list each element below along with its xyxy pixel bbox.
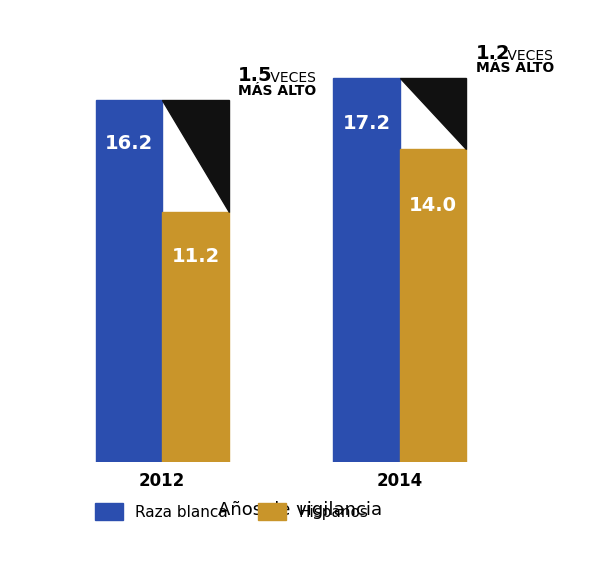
- Polygon shape: [400, 149, 466, 462]
- Polygon shape: [333, 78, 400, 462]
- Text: 1.5: 1.5: [238, 67, 273, 86]
- Text: 17.2: 17.2: [343, 114, 391, 133]
- Text: 11.2: 11.2: [172, 247, 220, 266]
- Text: 14.0: 14.0: [409, 196, 457, 215]
- Legend: Raza blanca, Hispanos: Raza blanca, Hispanos: [89, 497, 374, 526]
- Text: MÁS ALTO: MÁS ALTO: [238, 84, 317, 98]
- Polygon shape: [96, 100, 162, 462]
- Text: VECES: VECES: [266, 71, 316, 86]
- Text: MÁS ALTO: MÁS ALTO: [476, 62, 554, 75]
- Text: 16.2: 16.2: [105, 134, 153, 153]
- X-axis label: Años de vigilancia: Años de vigilancia: [218, 501, 382, 519]
- Polygon shape: [400, 78, 466, 149]
- Polygon shape: [162, 100, 229, 212]
- Text: 1.2: 1.2: [476, 44, 511, 63]
- Polygon shape: [162, 212, 229, 462]
- Text: VECES: VECES: [503, 49, 553, 63]
